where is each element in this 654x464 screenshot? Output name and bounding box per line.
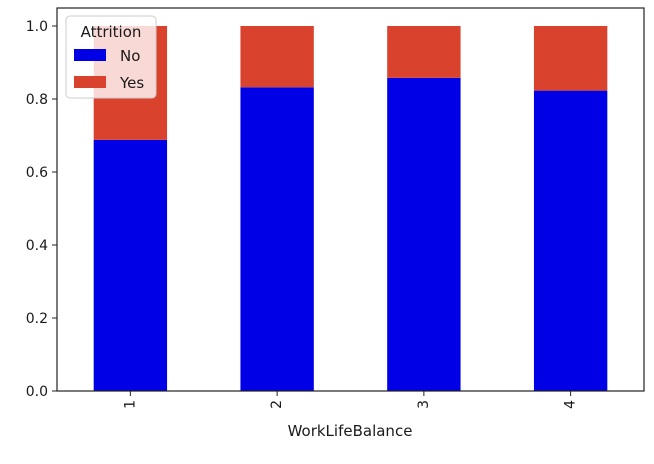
bar-no-3: [387, 77, 461, 391]
x-tick-label: 2: [269, 400, 285, 409]
y-tick-label: 0.4: [26, 238, 48, 254]
y-tick-label: 0.8: [26, 92, 48, 108]
bar-no-1: [93, 139, 168, 391]
plot-frame: [56, 7, 645, 392]
x-tick-label: 3: [416, 400, 432, 409]
x-axis-label: WorkLifeBalance: [288, 422, 413, 440]
bar-yes-2: [240, 26, 314, 88]
x-tick-label: 4: [563, 400, 579, 409]
y-tick-label: 0.2: [26, 311, 48, 327]
bar-yes-3: [387, 26, 461, 78]
legend-swatch-no: [74, 49, 106, 61]
bar-no-4: [533, 90, 608, 392]
bars-layer: [93, 26, 608, 392]
bar-no-2: [240, 87, 314, 391]
y-tick-label: 0.6: [26, 165, 48, 181]
bar-yes-4: [533, 26, 608, 91]
x-tick-label: 1: [122, 400, 138, 409]
legend-swatch-yes: [74, 76, 106, 88]
legend-label-yes: Yes: [119, 74, 144, 92]
y-tick-label: 1.0: [26, 19, 48, 35]
legend-title: Attrition: [81, 23, 142, 41]
legend: Attrition No Yes: [65, 15, 157, 99]
legend-label-no: No: [120, 47, 140, 65]
y-axis: 0.0 0.2 0.4 0.6 0.8 1.0: [26, 19, 57, 400]
y-tick-label: 0.0: [26, 384, 48, 400]
x-axis: 1 2 3 4: [122, 391, 579, 409]
